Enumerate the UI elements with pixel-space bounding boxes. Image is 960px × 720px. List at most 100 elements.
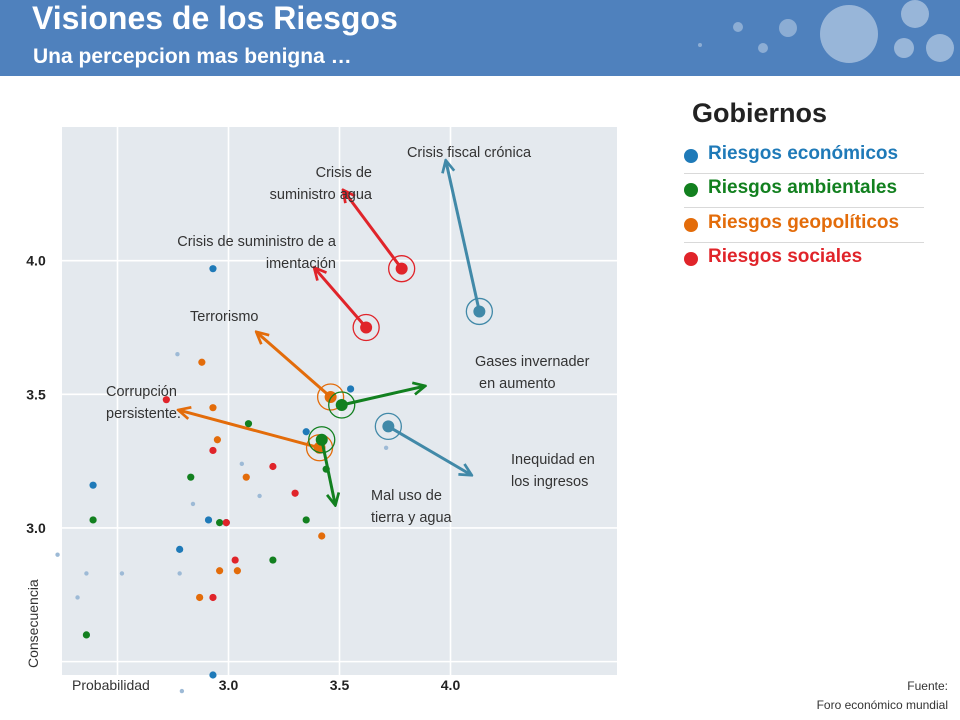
x-axis-label: Probabilidad: [72, 677, 150, 693]
highlight-ring: [308, 426, 336, 454]
legend-item-ambientales: Riesgos ambientales: [684, 174, 924, 208]
highlight-point: [473, 305, 486, 318]
highlight-arrow: [320, 439, 335, 504]
risk-label: Mal uso de tierra y agua: [371, 488, 453, 526]
source-text: Foro económico mundial: [816, 698, 948, 712]
risk-label-line: Terrorismo: [190, 309, 258, 325]
data-point-economicos: [176, 545, 184, 553]
risk-label-line: en aumento: [475, 376, 556, 392]
data-point-ambientales: [269, 556, 277, 564]
data-point-sociales: [291, 489, 299, 497]
data-point-economicos: [347, 385, 355, 393]
data-point-otros: [257, 493, 262, 499]
y-axis-ticks: 3.0 3.5 4.0: [26, 253, 46, 536]
bubble-decoration: [698, 43, 702, 47]
risk-label-line: tierra y agua: [371, 510, 453, 526]
x-tick-label: 3.0: [219, 677, 239, 693]
source-note: Fuente: Foro económico mundial: [817, 677, 948, 715]
legend-dot-icon: [684, 149, 698, 163]
highlighted-risks: [180, 162, 494, 504]
data-point-economicos: [302, 428, 310, 436]
data-point-geopoliticos: [318, 532, 326, 540]
x-axis-ticks: 3.0 3.5 4.0: [219, 677, 461, 693]
risk-label-line: Crisis fiscal crónica: [407, 145, 532, 161]
legend-item-economicos: Riesgos económicos: [684, 140, 924, 174]
highlight-point: [324, 390, 337, 403]
risk-label-line: Corrupción: [106, 384, 177, 400]
legend-dot-icon: [684, 218, 698, 232]
scatter-points: [55, 265, 389, 694]
highlight-ring: [465, 297, 494, 326]
data-point-otros: [175, 352, 180, 357]
risk-label: Terrorismo: [190, 309, 258, 325]
highlight-point: [395, 262, 408, 275]
data-point-ambientales: [244, 420, 253, 428]
data-point-sociales: [231, 556, 239, 564]
data-point-otros: [179, 688, 185, 694]
risk-label-line: Inequidad en: [511, 452, 595, 468]
bubble-decoration: [758, 43, 768, 53]
data-point-otros: [55, 552, 60, 557]
header-banner: Visiones de los Riesgos Una percepcion m…: [0, 0, 960, 76]
data-point-otros: [239, 461, 245, 467]
highlight-point: [315, 433, 328, 446]
page-subtitle: Una percepcion mas benigna …: [33, 45, 352, 68]
highlight-ring: [374, 412, 402, 441]
highlight-ring: [328, 391, 356, 419]
risk-label-line: Mal uso de: [371, 488, 442, 504]
highlight-arrow: [387, 425, 470, 474]
risk-label: Gases invernader en aumento: [475, 354, 590, 392]
legend-item-sociales: Riesgos sociales: [684, 243, 924, 277]
y-tick-label: 3.0: [26, 520, 46, 536]
risk-label-line: Crisis de: [316, 165, 372, 181]
risk-label-line: persistente.: [106, 406, 181, 422]
highlight-arrow: [446, 162, 481, 312]
y-tick-label: 3.5: [26, 386, 46, 402]
data-point-otros: [84, 571, 89, 576]
data-point-ambientales: [82, 631, 91, 639]
legend-dot-icon: [684, 183, 698, 197]
highlight-arrow: [257, 333, 332, 399]
legend-label: Riesgos ambientales: [708, 177, 898, 198]
data-point-ambientales: [89, 516, 97, 524]
data-point-geopoliticos: [196, 593, 204, 602]
data-point-sociales: [209, 593, 217, 602]
data-point-economicos: [204, 516, 213, 524]
page-title: Visiones de los Riesgos: [32, 0, 398, 36]
legend-title: Gobiernos: [692, 98, 828, 128]
x-tick-label: 4.0: [441, 677, 461, 693]
decorative-bubbles: [698, 0, 954, 63]
data-point-otros: [190, 501, 196, 507]
legend-item-geopoliticos: Riesgos geopolíticos: [684, 209, 924, 243]
data-point-otros: [177, 571, 182, 576]
y-tick-label: 4.0: [26, 253, 46, 269]
data-point-ambientales: [302, 516, 310, 524]
data-point-sociales: [222, 519, 230, 527]
highlight-arrow: [341, 386, 424, 407]
risk-label: Crisis de suministro de a imentación: [177, 234, 337, 272]
risk-annotations: Crisis fiscal crónica Crisis de suministro…: [106, 145, 595, 526]
highlight-arrow: [315, 269, 368, 329]
bubble-decoration: [820, 5, 878, 63]
risk-label: Corrupción persistente.: [106, 384, 181, 422]
y-axis-label: Consecuencia: [25, 579, 41, 668]
highlight-point: [360, 321, 373, 334]
data-point-geopoliticos: [209, 404, 217, 412]
risk-label-line: Gases invernader: [475, 354, 590, 370]
bubble-decoration: [779, 19, 797, 37]
data-point-economicos: [209, 671, 217, 679]
legend-dot-icon: [684, 252, 698, 266]
highlight-ring: [316, 383, 345, 411]
data-point-ambientales: [187, 473, 195, 481]
bubble-decoration: [926, 34, 954, 62]
data-point-economicos: [209, 265, 217, 273]
data-point-geopoliticos: [242, 473, 250, 481]
bubble-decoration: [901, 0, 929, 28]
data-point-otros: [75, 595, 80, 600]
highlight-ring: [388, 255, 416, 283]
risk-label: Crisis fiscal crónica: [407, 145, 532, 161]
risk-label-line: los ingresos: [511, 474, 588, 490]
legend-label: Riesgos económicos: [708, 143, 899, 164]
highlight-point: [382, 420, 395, 433]
